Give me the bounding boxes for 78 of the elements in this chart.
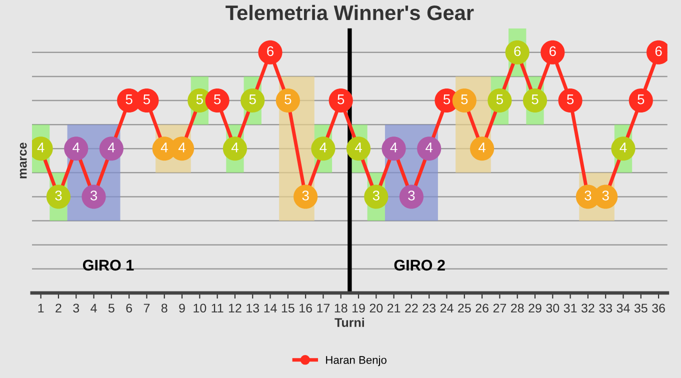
x-tick-label: 9 xyxy=(179,304,185,313)
data-label: 5 xyxy=(338,94,344,104)
x-axis-title: Turni xyxy=(334,318,364,327)
data-label: 3 xyxy=(584,190,592,200)
x-tick-label: 12 xyxy=(228,304,242,312)
x-tick-label: 10 xyxy=(194,304,206,313)
x-tick-label: 29 xyxy=(528,304,542,313)
data-label: 5 xyxy=(284,94,292,104)
data-label: 5 xyxy=(143,94,150,104)
data-label: 5 xyxy=(638,94,644,104)
legend-label: Haran Benjo xyxy=(326,356,386,366)
x-tick-label: 32 xyxy=(581,304,594,313)
x-tick-label: 26 xyxy=(476,304,488,313)
data-label: 4 xyxy=(320,142,327,152)
data-label: 5 xyxy=(461,94,468,104)
x-tick-label: 31 xyxy=(564,304,577,313)
x-tick-label: 11 xyxy=(212,304,224,312)
x-tick-label: 8 xyxy=(161,304,168,313)
chart-title: Telemetria Winner's Gear xyxy=(226,4,474,20)
data-label: 4 xyxy=(178,142,186,152)
data-label: 5 xyxy=(214,94,221,104)
y-axis-title: marce xyxy=(20,142,27,178)
x-tick-label: 22 xyxy=(405,304,418,312)
data-label: 6 xyxy=(514,46,521,56)
x-tick-label: 17 xyxy=(317,304,330,312)
x-tick-label: 28 xyxy=(511,304,524,313)
annotation: GIRO 1 xyxy=(82,260,134,271)
x-tick-label: 21 xyxy=(387,304,400,312)
x-tick-label: 3 xyxy=(73,304,80,313)
data-label: 5 xyxy=(249,94,256,104)
x-tick-label: 15 xyxy=(282,304,294,313)
data-label: 5 xyxy=(567,94,574,104)
x-tick-label: 6 xyxy=(126,304,132,313)
data-label: 5 xyxy=(443,94,450,104)
x-tick-label: 1 xyxy=(38,304,44,312)
data-label: 6 xyxy=(655,46,662,56)
x-tick-label: 30 xyxy=(546,304,560,313)
x-tick-label: 18 xyxy=(334,304,348,313)
x-tick-label: 13 xyxy=(246,304,260,313)
x-tick-label: 14 xyxy=(264,304,277,312)
data-label: 3 xyxy=(90,190,98,200)
data-label: 5 xyxy=(126,94,132,104)
x-tick-label: 4 xyxy=(90,304,97,312)
data-label: 3 xyxy=(55,190,62,200)
data-label: 6 xyxy=(550,46,556,56)
x-tick-label: 23 xyxy=(422,304,436,313)
data-label: 4 xyxy=(72,142,80,152)
x-tick-label: 19 xyxy=(352,304,365,313)
x-tick-label: 34 xyxy=(616,304,630,313)
data-label: 6 xyxy=(267,46,274,56)
data-label: 3 xyxy=(602,190,609,200)
data-label: 4 xyxy=(37,142,44,152)
data-label: 4 xyxy=(620,142,627,152)
x-tick-label: 16 xyxy=(300,304,312,313)
data-label: 5 xyxy=(532,94,538,104)
x-tick-label: 25 xyxy=(458,304,471,313)
x-tick-label: 36 xyxy=(652,304,665,313)
annotation: GIRO 2 xyxy=(394,260,445,271)
data-label: 3 xyxy=(408,190,415,200)
x-tick-label: 35 xyxy=(634,304,648,313)
x-tick-label: 33 xyxy=(599,304,612,313)
data-label: 3 xyxy=(372,190,380,200)
data-label: 4 xyxy=(231,142,238,152)
x-tick-label: 24 xyxy=(440,304,454,312)
x-tick-label: 20 xyxy=(370,304,383,313)
x-tick-label: 27 xyxy=(493,304,506,312)
data-label: 5 xyxy=(196,94,203,104)
data-label: 4 xyxy=(160,142,168,152)
data-label: 4 xyxy=(108,142,115,152)
data-label: 5 xyxy=(496,94,503,104)
x-tick-label: 2 xyxy=(56,304,62,312)
data-label: 4 xyxy=(426,142,433,152)
data-label: 4 xyxy=(354,142,362,152)
x-tick-label: 5 xyxy=(108,304,114,313)
data-label: 4 xyxy=(478,142,486,152)
data-label: 3 xyxy=(302,190,309,200)
data-label: 4 xyxy=(390,142,398,152)
x-tick-label: 7 xyxy=(144,304,150,312)
